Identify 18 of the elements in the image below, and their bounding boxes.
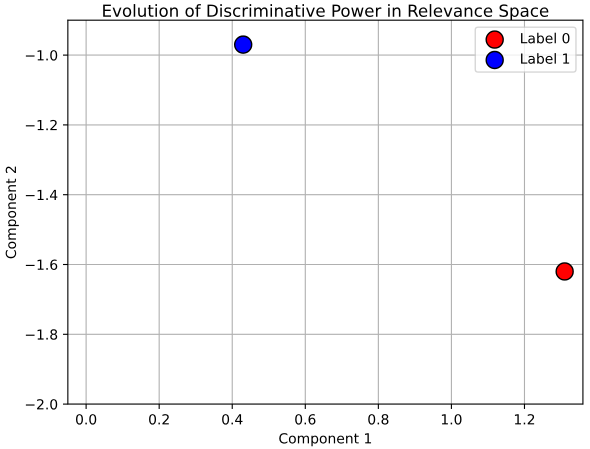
- x-tick-label: 0.2: [149, 414, 169, 425]
- legend-label: Label 0: [521, 32, 570, 44]
- y-tick-label: −1.0: [26, 50, 58, 61]
- x-tick-label: 0.4: [222, 414, 242, 425]
- x-axis-title: Component 1: [279, 433, 372, 446]
- y-axis-title: Component 2: [6, 166, 19, 258]
- x-tick-label: 0.8: [368, 414, 388, 425]
- x-tick-label: 1.2: [514, 414, 534, 424]
- x-tick-label: 1.0: [442, 414, 462, 425]
- y-tick-label: −1.4: [26, 190, 58, 200]
- y-tick-label: −2.0: [26, 399, 58, 410]
- chart-title: Evolution of Discriminative Power in Relevance Space: [103, 4, 548, 20]
- y-tick-label: −1.8: [26, 329, 58, 340]
- legend-label: Label 1: [521, 53, 570, 64]
- y-tick-label: −1.2: [26, 120, 57, 130]
- x-tick-label: 0.0: [76, 414, 96, 425]
- y-tick-label: −1.6: [26, 259, 58, 270]
- x-tick-label: 0.6: [295, 414, 316, 425]
